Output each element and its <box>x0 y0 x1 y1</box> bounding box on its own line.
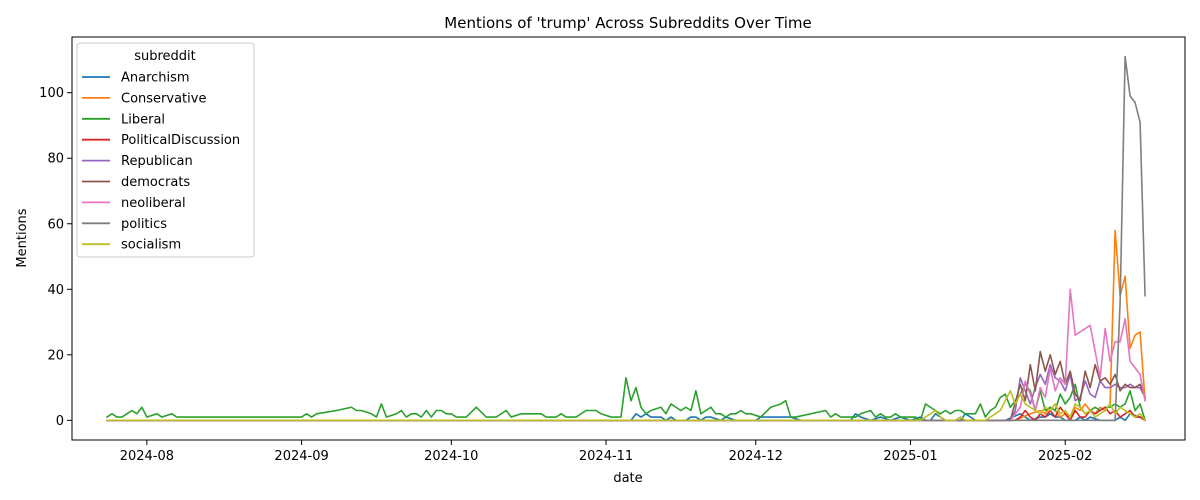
y-axis: 0 20 40 60 80 100 <box>39 86 72 429</box>
x-axis: 2024-08 2024-09 2024-10 2024-11 2024-12 2025-… <box>120 440 1092 464</box>
x-tick-label: 2024-11 <box>579 449 633 464</box>
y-tick-label: 40 <box>47 283 64 298</box>
series-line-conservative <box>106 229 1146 422</box>
series-line-neoliberal <box>106 288 1146 422</box>
series-line-socialism <box>106 390 1146 422</box>
legend-box <box>76 42 255 258</box>
y-tick-label: 100 <box>39 86 64 101</box>
x-tick-label: 2024-12 <box>729 449 783 464</box>
x-tick-label: 2024-09 <box>274 449 328 464</box>
legend-entries: Anarchism Conservative Liberal PoliticalDis… <box>82 71 240 253</box>
x-tick-label: 2024-10 <box>424 449 478 464</box>
series-line-politicaldiscussion <box>106 406 1146 422</box>
legend-title: subreddit <box>134 49 196 64</box>
legend-label: Liberal <box>121 112 165 127</box>
plot-frame <box>71 36 1186 441</box>
legend-label: Conservative <box>121 91 206 106</box>
legend-label: democrats <box>121 175 190 190</box>
chart-title: Mentions of 'trump' Across Subreddits Ov… <box>444 14 811 32</box>
y-tick-label: 0 <box>56 414 64 429</box>
legend-label: neoliberal <box>121 196 186 211</box>
legend-label: politics <box>121 217 167 232</box>
legend-label: PoliticalDiscussion <box>121 133 240 148</box>
y-tick-label: 80 <box>47 152 64 167</box>
legend-label: Republican <box>121 154 193 169</box>
legend-label: Anarchism <box>121 71 190 86</box>
x-tick-label: 2025-02 <box>1038 449 1092 464</box>
x-tick-label: 2025-01 <box>883 449 937 464</box>
series-line-politics <box>106 55 1146 422</box>
y-tick-label: 60 <box>47 217 64 232</box>
y-axis-title: Mentions <box>15 208 30 267</box>
y-tick-label: 20 <box>47 348 64 363</box>
x-tick-label: 2024-08 <box>120 449 174 464</box>
legend: subreddit Anarchism Conservative Liberal Po… <box>76 42 255 258</box>
series-line-democrats <box>106 350 1146 422</box>
x-axis-title: date <box>613 471 642 486</box>
plot-area <box>106 55 1146 422</box>
legend-label: socialism <box>121 238 181 253</box>
